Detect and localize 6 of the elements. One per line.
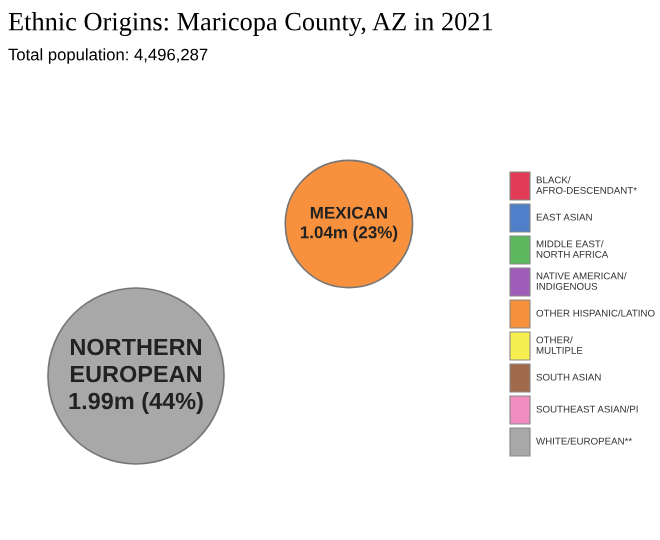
category-label: NORTHERN EUROPEAN [70,338,202,383]
text: Total population: 4,496,287 [8,48,208,64]
data-label: 1.04m (23%) [300,225,398,242]
data-label: 1.99m (44%) [69,392,203,414]
category-label: MEXICAN [310,206,387,219]
text: Ethnic Origins: Maricopa County, AZ in 2021 [8,12,493,36]
